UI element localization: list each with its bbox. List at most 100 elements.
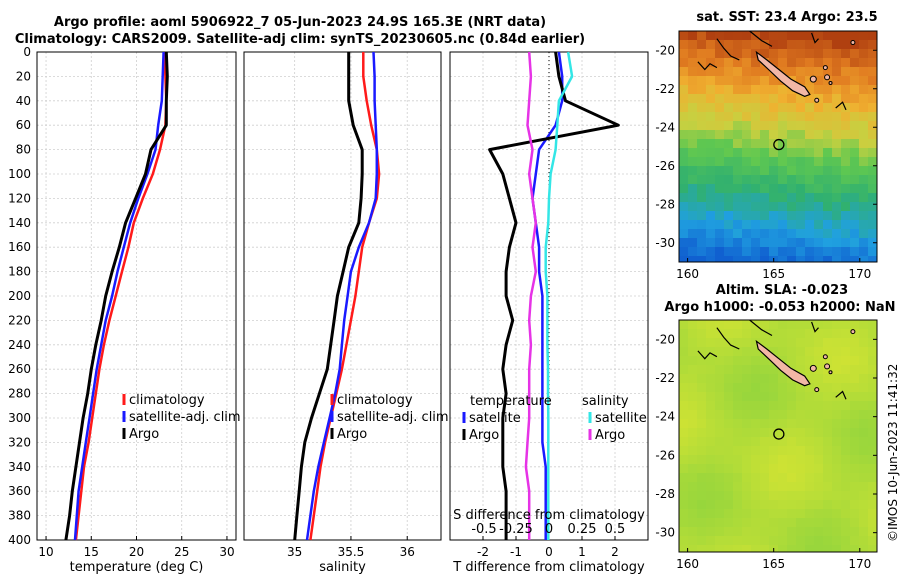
sst-map-cell [769, 130, 778, 139]
sla-map-cell [859, 338, 868, 347]
sla-map-cell [742, 419, 751, 428]
sla-map-cell [778, 329, 787, 338]
sst-map-cell [841, 175, 850, 184]
sla-map-cell [697, 527, 706, 536]
sst-map-cell [733, 94, 742, 103]
sst-map-cell [778, 166, 787, 175]
sla-map-cell [814, 500, 823, 509]
sla-map-cell [760, 374, 769, 383]
sla-map-cell [832, 428, 841, 437]
sst-map-cell [697, 247, 706, 256]
sla-map-cell [814, 428, 823, 437]
sla-map-cell [715, 410, 724, 419]
sst-map-cell [850, 256, 859, 262]
sla-map-cell [778, 401, 787, 410]
sst-map-cell [760, 220, 769, 229]
sst-map-cell [814, 256, 823, 262]
sla-map-cell [742, 392, 751, 401]
sst-map-cell [688, 148, 697, 157]
sla-map-cell [697, 383, 706, 392]
sst-map-cell [769, 166, 778, 175]
sla-map-cell [796, 500, 805, 509]
sst-map-cell [868, 31, 877, 40]
sla-map-cell [733, 428, 742, 437]
sla-map-cell [805, 464, 814, 473]
sst-map-cell [724, 157, 733, 166]
sla-map-cell [841, 545, 850, 552]
sla-map-cell [706, 410, 715, 419]
sst-map-cell [805, 220, 814, 229]
sst-map-cell [787, 175, 796, 184]
sst-map-cell [679, 247, 688, 256]
salinity-xtick-label: 35 [287, 545, 302, 559]
sla-map-cell [841, 338, 850, 347]
sst-map-cell [760, 193, 769, 202]
sla-map-cell [724, 320, 733, 329]
sst-map-cell [850, 40, 859, 49]
sla-map-cell [715, 473, 724, 482]
difference-series-s-satellite [544, 51, 574, 540]
sla-map-cell [733, 509, 742, 518]
sst-map-cell [868, 184, 877, 193]
sst-map-cell [787, 211, 796, 220]
depth-tick-label: 280 [8, 387, 31, 401]
sst-map-cell [850, 58, 859, 67]
sst-map-cell [796, 94, 805, 103]
sla-map-cell [688, 365, 697, 374]
sst-map-cell [742, 49, 751, 58]
sst-map-cell [760, 184, 769, 193]
sst-map-ytick-label: -26 [655, 159, 675, 173]
sla-map-cell [796, 338, 805, 347]
sst-map-cell [724, 94, 733, 103]
sla-map-cell [832, 482, 841, 491]
sst-map-cell [850, 85, 859, 94]
sla-map-cell [796, 491, 805, 500]
sla-map-cell [823, 500, 832, 509]
sst-map-cell [832, 202, 841, 211]
sst-map-cell [841, 40, 850, 49]
sla-map-cell [787, 446, 796, 455]
sst-map-cell [679, 157, 688, 166]
sst-map-cell [787, 148, 796, 157]
sla-map-cell [868, 473, 877, 482]
sst-map-cell [697, 238, 706, 247]
sla-map-cell [742, 374, 751, 383]
sla-map-cell [679, 347, 688, 356]
sla-map-cell [778, 437, 787, 446]
sst-map-cell [724, 112, 733, 121]
sla-map-cell [841, 428, 850, 437]
sst-map-cell [733, 247, 742, 256]
sla-map-cell [679, 392, 688, 401]
sla-map-cell [850, 491, 859, 500]
sla-map-cell [688, 356, 697, 365]
sst-map-cell [805, 58, 814, 67]
small-island [822, 354, 828, 360]
sla-map-cell [850, 464, 859, 473]
sla-map-cell [715, 374, 724, 383]
sst-map-cell [697, 157, 706, 166]
sla-map-cell [778, 410, 787, 419]
sst-map-cell [787, 238, 796, 247]
sla-map-cell [769, 347, 778, 356]
sst-map-cell [706, 184, 715, 193]
sst-map-cell [778, 175, 787, 184]
diff-top-tick-label: -0.5 [471, 522, 496, 537]
sla-map-cell [805, 347, 814, 356]
diff-legend-label: satellite [469, 411, 521, 426]
sla-map-cell [715, 365, 724, 374]
sla-map-cell [733, 437, 742, 446]
sla-map-cell [832, 320, 841, 329]
sst-map-cell [805, 139, 814, 148]
sst-map-cell [823, 85, 832, 94]
sla-map-cell [706, 356, 715, 365]
sst-map-cell [769, 121, 778, 130]
sst-map-cell [724, 238, 733, 247]
sla-map-cell [679, 464, 688, 473]
sla-map-cell [706, 401, 715, 410]
sst-map-cell [760, 85, 769, 94]
sla-map-cell [850, 482, 859, 491]
sst-map-cell [751, 193, 760, 202]
sst-map-cell [814, 157, 823, 166]
sla-map-cell [760, 527, 769, 536]
sla-map-cell [733, 329, 742, 338]
